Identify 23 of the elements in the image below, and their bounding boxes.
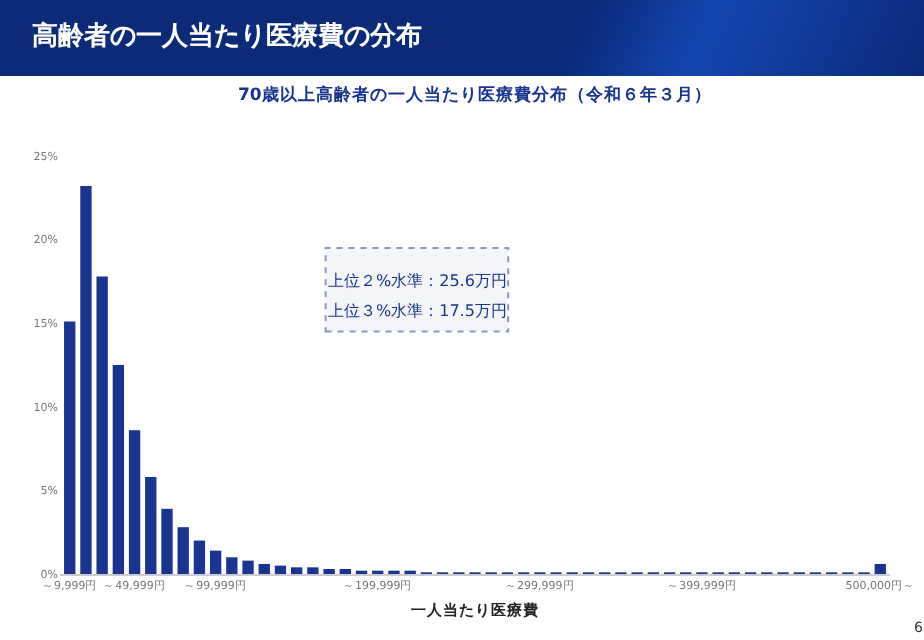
annotation: 上位３%水準：17.5万円 [328,302,507,320]
bar [242,560,254,574]
chart-title: 高齢者の一人当たり医療費の分布 [32,19,422,54]
bar [339,568,351,574]
bar [258,563,270,574]
bar [226,557,238,574]
bar [193,540,206,574]
bar [291,567,303,574]
bar [96,276,108,574]
bar [145,477,157,574]
bar [209,550,222,574]
chart-subtitle: 70歳以上高齢者の一人当たり医療費分布（令和６年３月） [238,84,712,106]
bar [64,321,76,574]
bar [323,568,335,574]
annotation: 上位２%水準：25.6万円 [328,272,507,290]
bar [307,567,319,574]
bar [128,430,141,574]
bar [177,527,189,574]
bar [112,365,125,574]
bar [80,186,92,574]
bar [161,508,173,574]
bar [274,565,287,574]
bar [874,563,886,574]
